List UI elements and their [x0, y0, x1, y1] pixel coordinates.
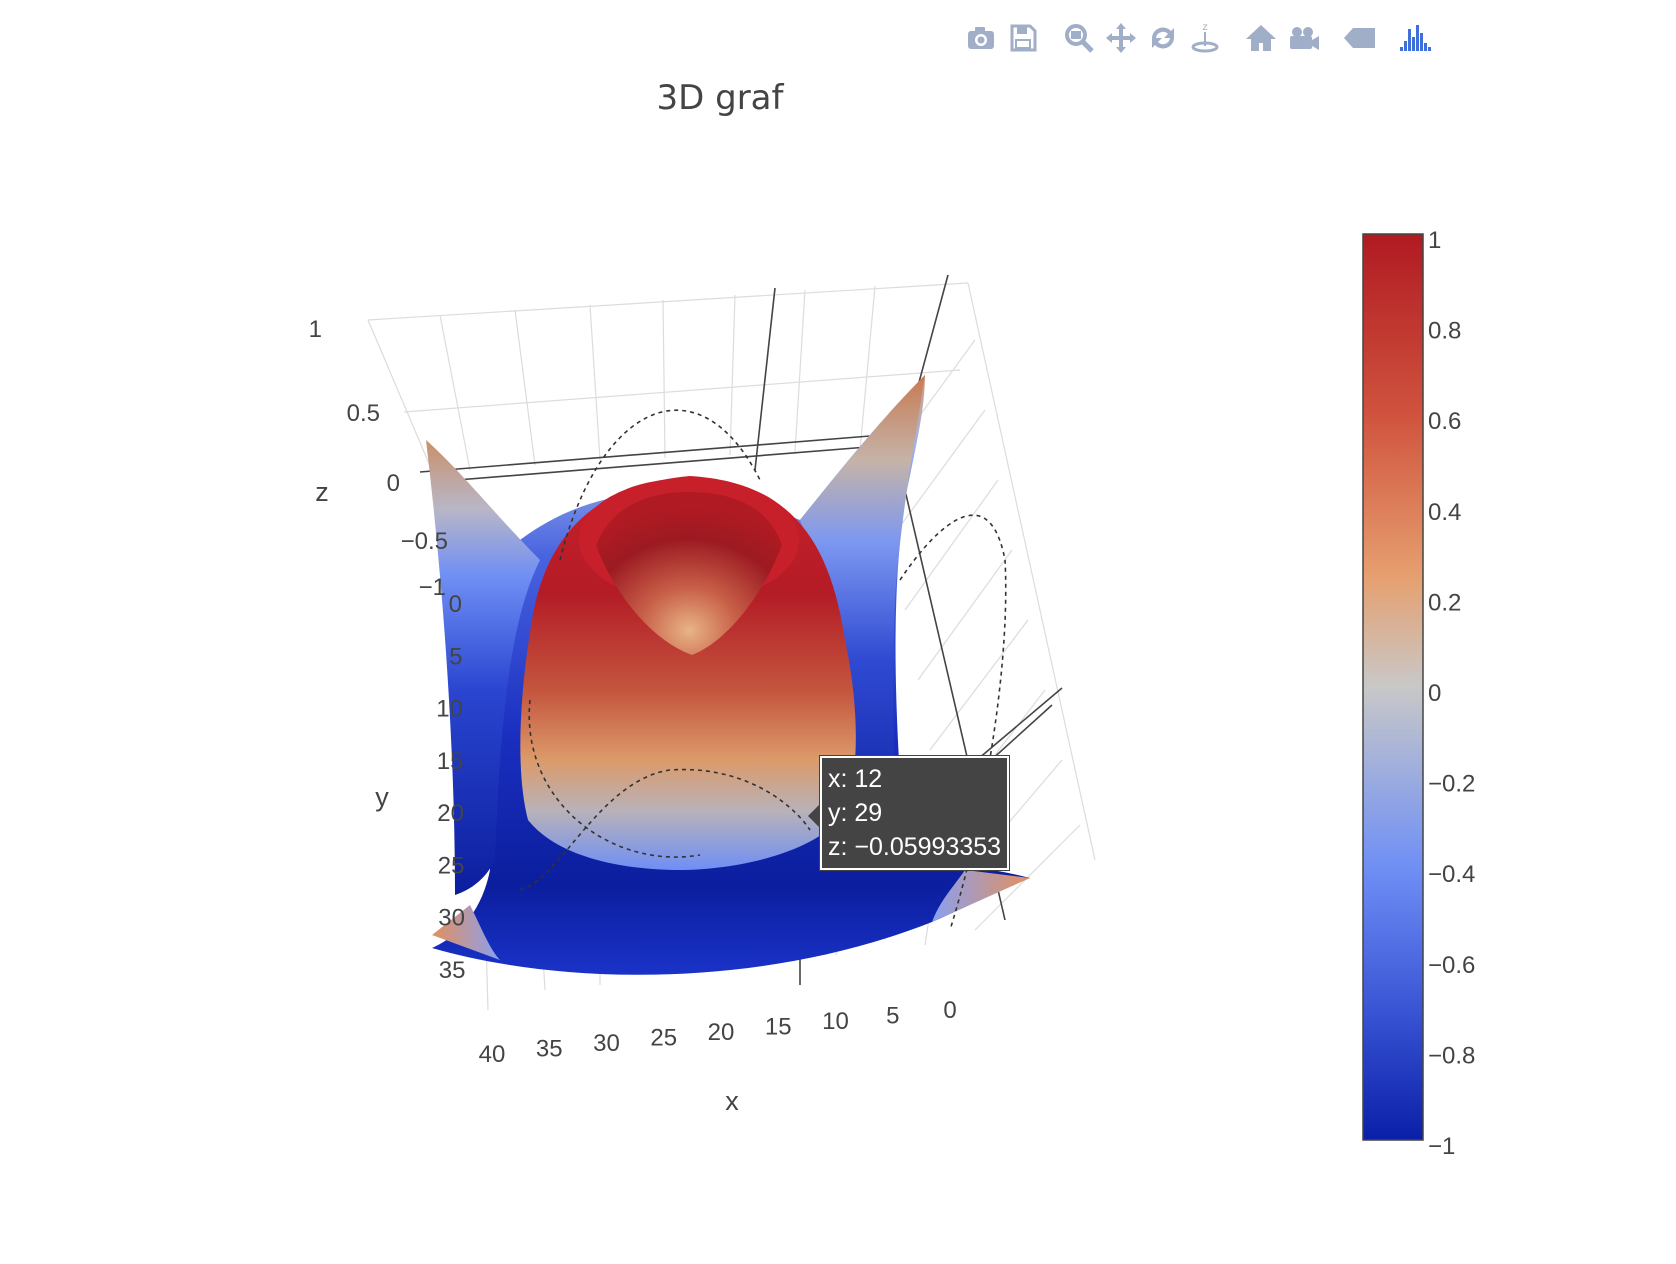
pan-button[interactable] — [1100, 18, 1142, 58]
x-tick-label: 20 — [708, 1019, 735, 1046]
orbit-rotate-icon — [1152, 27, 1174, 49]
y-tick-label: 0 — [449, 591, 462, 618]
z-tick-label: 0 — [387, 470, 400, 497]
surface-crater — [596, 492, 782, 655]
y-tick-label: 25 — [438, 852, 465, 879]
x-tick-label: 0 — [943, 997, 956, 1024]
colorbar-tick-label: −1 — [1428, 1133, 1455, 1160]
x-ticks: 40 35 30 25 20 15 10 5 0 — [479, 997, 957, 1068]
y-tick-label: 5 — [449, 643, 462, 670]
y-ticks: 0 5 10 15 20 25 30 35 — [436, 591, 465, 984]
svg-text:z: z — [1202, 22, 1207, 33]
y-tick-label: 35 — [439, 957, 466, 984]
surface-left-corner — [432, 905, 500, 960]
colorbar-tick-label: 0.4 — [1428, 499, 1461, 526]
z-grid — [367, 282, 969, 481]
orbit-rotate-button[interactable] — [1142, 18, 1184, 58]
x-tick-label: 35 — [536, 1036, 563, 1063]
plotly-logo-icon — [1400, 25, 1431, 51]
colorbar-tick-label: −0.8 — [1428, 1042, 1475, 1069]
colorbar-gradient — [1362, 233, 1424, 1141]
save-button[interactable] — [1002, 18, 1044, 58]
hover-tooltip: x: 12 y: 29 z: −0.05993353 — [807, 756, 1010, 870]
y-axis-label: y — [375, 782, 389, 812]
z-axis-label: z — [315, 477, 329, 507]
camera-button[interactable] — [960, 18, 1002, 58]
camera-video-icon — [1290, 27, 1319, 50]
z-tick-label: 1 — [309, 316, 322, 343]
surface-right-ridge — [800, 375, 925, 850]
save-icon — [1010, 24, 1037, 52]
home-button[interactable] — [1240, 18, 1282, 58]
hover-tag-button[interactable] — [1338, 18, 1380, 58]
x-tick-label: 25 — [650, 1025, 677, 1052]
y-tick-label: 15 — [437, 748, 464, 775]
hover-x: x: 12 — [828, 765, 883, 793]
y-tick-label: 10 — [436, 696, 463, 723]
hover-z: z: −0.05993353 — [828, 833, 1002, 861]
surface-left-ridge — [426, 440, 540, 895]
turntable-button[interactable]: z — [1184, 18, 1226, 58]
x-tick-label: 10 — [822, 1008, 849, 1035]
colorbar-tick-label: 1 — [1428, 227, 1441, 254]
zoom-icon — [1065, 24, 1094, 53]
colorbar-tick-label: 0.6 — [1428, 408, 1461, 435]
colorbar-tick-label: −0.6 — [1428, 952, 1475, 979]
colorbar-tick-label: 0.2 — [1428, 589, 1461, 616]
turntable-icon: z — [1191, 22, 1219, 53]
colorbar: 1 0.8 0.6 0.4 0.2 0 −0.2 −0.4 −0.6 −0.8 −1 — [1362, 227, 1475, 1160]
x-tick-label: 15 — [765, 1014, 792, 1041]
x-tick-label: 40 — [479, 1041, 506, 1068]
contour-projections — [519, 409, 1007, 931]
x-axis-label: x — [725, 1086, 739, 1116]
y-tick-label: 20 — [437, 800, 464, 827]
x-tick-label: 5 — [886, 1003, 899, 1030]
x-tick-label: 30 — [593, 1030, 620, 1057]
zoom-button[interactable] — [1058, 18, 1100, 58]
colorbar-tick-label: 0 — [1428, 680, 1441, 707]
hover-y: y: 29 — [828, 799, 883, 827]
camera-video-button[interactable] — [1282, 18, 1324, 58]
z-tick-label: −0.5 — [401, 528, 448, 555]
camera-icon — [968, 27, 994, 49]
hover-tag-icon — [1344, 28, 1375, 48]
plotly-logo-button[interactable] — [1394, 18, 1436, 58]
colorbar-ticks: 1 0.8 0.6 0.4 0.2 0 −0.2 −0.4 −0.6 −0.8 −1 — [1428, 227, 1475, 1160]
z-ticks: 1 0.5 0 −0.5 −1 — [309, 316, 448, 601]
colorbar-tick-label: −0.4 — [1428, 861, 1475, 888]
colorbar-tick-label: −0.2 — [1428, 771, 1475, 798]
pan-icon — [1106, 23, 1136, 53]
home-icon — [1246, 25, 1276, 51]
z-tick-label: 0.5 — [347, 400, 380, 427]
modebar: z — [960, 18, 1436, 58]
y-tick-label: 30 — [438, 905, 465, 932]
chart-title: 3D graf — [656, 78, 784, 118]
z-tick-label: −1 — [419, 574, 446, 601]
colorbar-tick-label: 0.8 — [1428, 318, 1461, 345]
